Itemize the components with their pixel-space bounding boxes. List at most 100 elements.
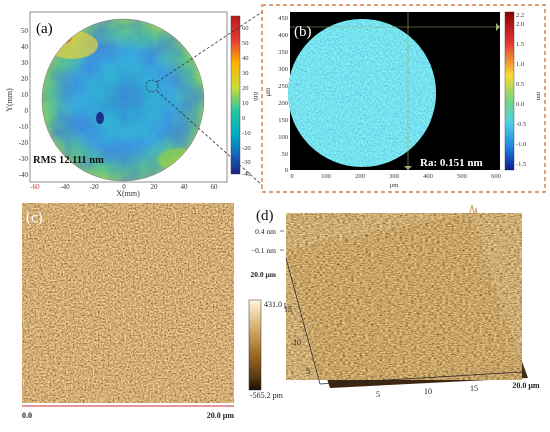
panel-b-cbar-tick: 1.5 (516, 41, 524, 48)
panel-a-xtick: 20 (151, 183, 159, 191)
panel-b-ytick: 450 (278, 15, 288, 22)
panel-c-x-end: 20.0 μm (207, 411, 235, 420)
panel-b-ytick: 150 (278, 117, 288, 124)
panel-d-xtick: 5 (376, 390, 380, 399)
panel-d-ytick: 10 (293, 338, 301, 347)
panel-b-xtick: 200 (355, 173, 365, 180)
panel-d-ytick: 15 (284, 305, 292, 314)
panel-b-ytick: 200 (278, 100, 288, 107)
panel-d-ytick: 5 (306, 367, 310, 376)
panel-b-ytick: 350 (278, 49, 288, 56)
panel-b-cbar-tick: 2.0 (516, 21, 524, 28)
panel-b-colorbar-ticks: 2.2 2.0 1.5 1.0 0.5 0.0 -0.5 -1.0 -1.5 (516, 12, 526, 168)
panel-a-ytick: -20 (19, 139, 29, 147)
panel-d-label: (d) (256, 208, 274, 224)
panel-b-ylabel: μm (264, 87, 272, 97)
panel-d-zlabel: 20.0 μm (251, 270, 277, 279)
panel-a-ylabel: Y(mm) (5, 88, 14, 112)
panel-c-cbar-min: -565.2 pm (250, 391, 284, 400)
panel-a-cbar-tick: -10 (242, 130, 251, 137)
panel-b-ytick: 400 (278, 32, 288, 39)
panel-b-ra-text: Ra: 0.151 nm (420, 157, 483, 169)
panel-b-cbar-tick: -1.5 (516, 161, 526, 168)
panel-a-colorbar (230, 15, 241, 175)
panel-d-xticks: 5 10 15 20.0 μm (376, 381, 540, 399)
panel-a-cbar-tick: 50 (242, 40, 249, 47)
panel-a-ytick: 40 (21, 43, 29, 51)
panel-a-ytick: 30 (21, 59, 29, 67)
panel-b-xtick: 500 (457, 173, 467, 180)
panel-a-xtick: -20 (89, 183, 99, 191)
panel-d: (d) Ra：0.101 nm 0.4 nm −0.1 nm 20.0 μm 1… (251, 204, 540, 399)
panel-b-border (261, 4, 546, 193)
panel-b-ytick: 50 (282, 151, 289, 158)
panel-b-cbar-tick: 2.2 (516, 12, 524, 19)
panel-b-xticks: 0 100 200 300 400 500 600 (290, 173, 501, 180)
panel-b-yticks: 450 400 350 300 250 200 150 100 50 0 (278, 15, 288, 174)
panel-b-ytick: 0 (285, 167, 288, 174)
panel-a-zoom-marker (145, 79, 159, 93)
panel-c-afm-texture (22, 203, 234, 403)
panel-a-cbar-tick: 40 (242, 55, 249, 62)
panel-a-xtick: -60 (30, 183, 40, 191)
panel-b-xtick: 400 (423, 173, 433, 180)
panel-b: (b) Ra: 0.151 nm 450 400 350 300 250 200… (261, 4, 546, 193)
panel-a-cbar-tick: 10 (242, 100, 249, 107)
panel-a-yticks: 50 40 30 20 10 0 -10 -20 -30 -40 (19, 27, 29, 179)
panel-a-xlabel: X(mm) (116, 189, 140, 198)
panel-a-cbar-tick: 0 (242, 115, 245, 122)
panel-b-marker-bottom (404, 166, 412, 170)
panel-c-label: (c) (26, 210, 43, 226)
panel-d-3d-texture (286, 213, 522, 380)
panel-a-xticks: -60 -40 -20 0 20 40 60 (30, 183, 218, 191)
panel-b-cbar-unit: nm (535, 92, 542, 100)
panel-d-xtick: 15 (470, 384, 478, 393)
panel-a-ytick: 0 (25, 107, 29, 115)
panel-b-xtick: 300 (389, 173, 399, 180)
panel-b-surface-map (288, 19, 436, 167)
panel-b-colorbar (504, 11, 515, 171)
panel-a-cbar-tick: 60 (242, 25, 249, 32)
panel-a-cbar-unit: nm (252, 92, 260, 102)
panel-b-marker-right (496, 23, 500, 31)
panel-a-rms-text: RMS 12.111 nm (33, 155, 104, 166)
panel-a-cbar-tick: 30 (242, 70, 249, 77)
panel-b-cbar-tick: 0.5 (516, 81, 524, 88)
panel-c-x-start: 0.0 (22, 411, 32, 420)
panel-a-xtick: 0 (122, 183, 126, 191)
panel-d-xtick: 20.0 μm (512, 381, 540, 390)
panel-c-cbar-max: 431.0 pm (264, 300, 295, 309)
panel-d-zlabel: 0.4 nm (255, 227, 276, 236)
panel-d-xtick: 10 (424, 387, 432, 396)
panel-b-cbar-tick: -1.0 (516, 141, 526, 148)
panel-a-ytick: 10 (21, 91, 29, 99)
zoom-connectors (156, 11, 263, 186)
panel-d-title: Ra：0.101 nm (290, 211, 357, 223)
panel-b-label: (b) (294, 24, 312, 40)
panel-b-ytick: 100 (278, 134, 288, 141)
panel-b-cbar-tick: 0.0 (516, 101, 524, 108)
panel-a-label: (a) (36, 21, 53, 37)
panel-b-xlabel: μm (390, 182, 399, 189)
panel-d-x-axis (319, 371, 523, 385)
panel-a-colorbar-ticks: 60 50 40 30 20 10 0 -10 -20 -30 -40 (242, 25, 251, 178)
panel-a-xtick: 40 (181, 183, 189, 191)
panel-a-ytick: 50 (21, 27, 29, 35)
panel-a: (a) RMS 12.111 nm 50 40 30 20 10 0 -10 -… (5, 11, 260, 198)
panel-b-xtick: 100 (321, 173, 331, 180)
panel-b-ytick: 300 (278, 66, 288, 73)
panel-c: (c) 0.0 20.0 μm 431.0 pm -565.2 pm (22, 203, 295, 420)
panel-a-cbar-tick: -30 (242, 159, 251, 166)
panel-b-cbar-tick: 1.0 (516, 61, 524, 68)
panel-b-cbar-tick: -0.5 (516, 121, 526, 128)
panel-d-y-axis (285, 257, 321, 385)
panel-a-ytick: -10 (19, 123, 29, 131)
panel-a-xtick: 60 (211, 183, 219, 191)
panel-a-ytick: 20 (21, 75, 29, 83)
panel-d-zlabel: −0.1 nm (251, 246, 276, 255)
panel-a-xtick: -40 (60, 183, 70, 191)
panel-d-yticks: 15 10 5 (284, 305, 310, 376)
panel-a-cbar-tick: 20 (242, 85, 249, 92)
panel-b-ytick: 250 (278, 83, 288, 90)
